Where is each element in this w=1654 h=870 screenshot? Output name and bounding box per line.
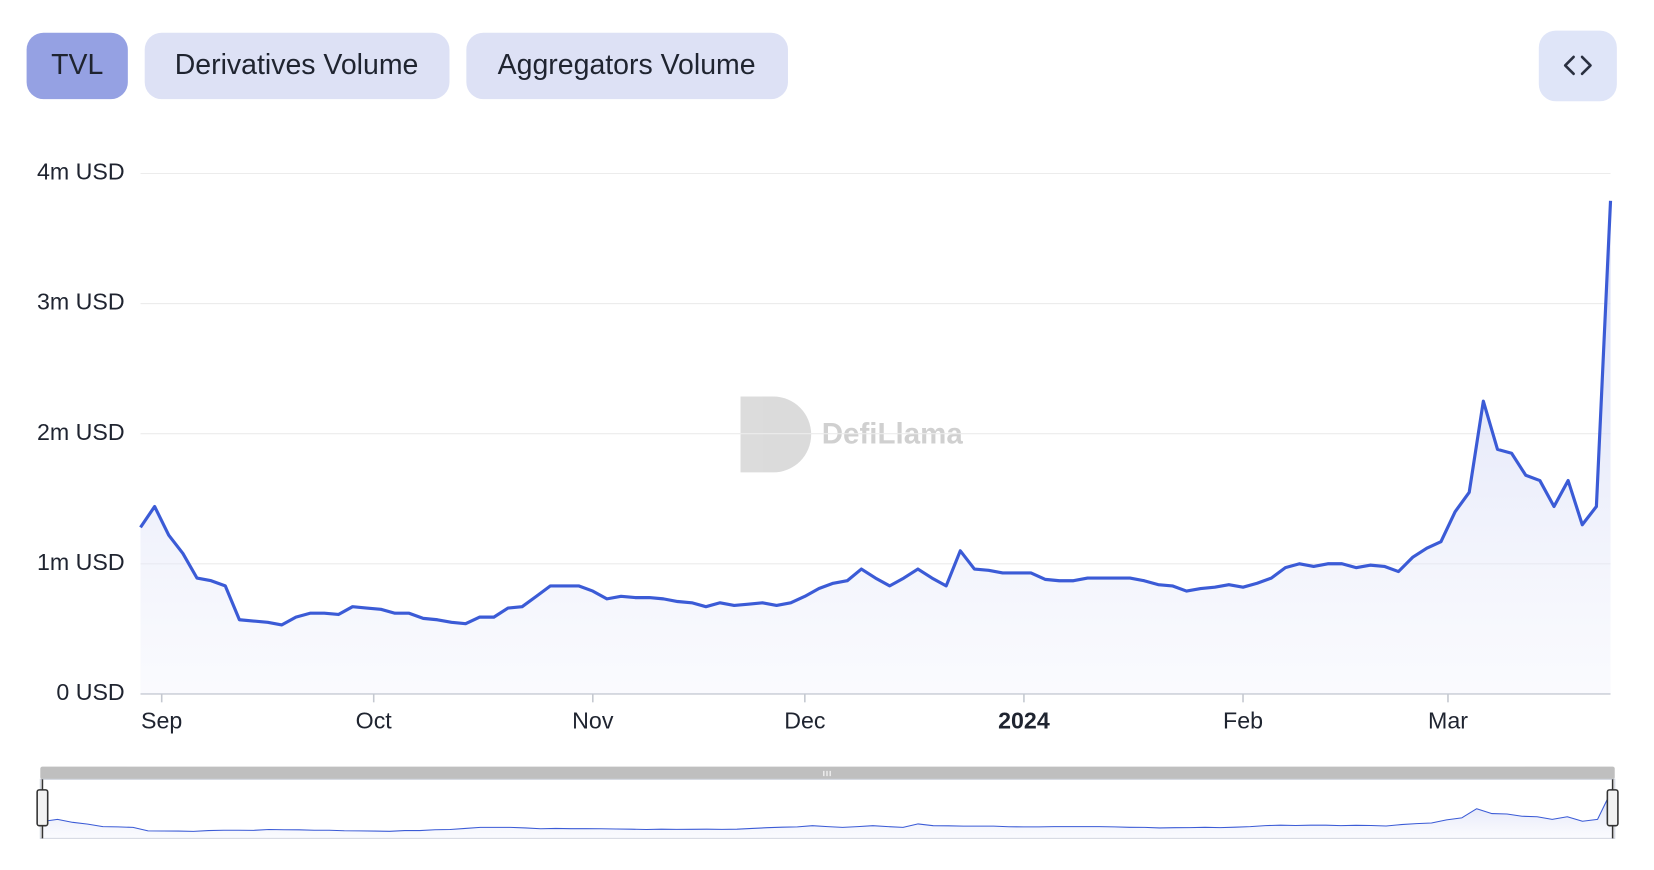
x-tick-label: Dec bbox=[784, 707, 825, 733]
tab-active[interactable] bbox=[26, 32, 128, 100]
y-tick-label: 2m USD bbox=[37, 419, 125, 445]
x-tick-label: Nov bbox=[572, 707, 614, 733]
y-tick-label: 3m USD bbox=[37, 289, 125, 315]
x-tick-label: Sep bbox=[141, 707, 182, 733]
tab-label[interactable]: TVL bbox=[51, 49, 103, 81]
x-tick-label: Oct bbox=[356, 707, 393, 733]
navigator-handle[interactable] bbox=[1606, 789, 1619, 827]
plot: 0 USD 1m USD 2m USD 3m USD 4m USD Sep Oct Nov De… bbox=[37, 159, 1613, 733]
embed-button-bg[interactable] bbox=[1538, 30, 1617, 102]
navigator-handle[interactable] bbox=[36, 789, 49, 827]
x-tick-label: 2024 bbox=[998, 707, 1050, 733]
y-tick-label: 4m USD bbox=[37, 159, 125, 185]
code-icon bbox=[1563, 55, 1592, 76]
embed-button[interactable] bbox=[1538, 30, 1617, 102]
scroll-grip bbox=[823, 770, 831, 777]
tab-bar: TVL Derivatives Volume Aggregators Volum… bbox=[26, 32, 788, 100]
tvl-area bbox=[140, 200, 1611, 694]
tvl-line bbox=[139, 200, 1613, 627]
tab-label[interactable]: Derivatives Volume bbox=[175, 49, 419, 81]
tab[interactable] bbox=[144, 32, 450, 100]
navigator bbox=[36, 766, 1619, 839]
watermark: DefiLlama bbox=[740, 396, 963, 473]
x-tick-label: Feb bbox=[1223, 707, 1263, 733]
navigator-area bbox=[42, 788, 1613, 839]
tab[interactable] bbox=[466, 32, 788, 100]
navigator-line bbox=[42, 788, 1614, 832]
watermark-logo bbox=[740, 396, 812, 473]
y-tick-label: 1m USD bbox=[37, 549, 125, 575]
tab-label[interactable]: Aggregators Volume bbox=[498, 49, 756, 81]
y-tick-label: 0 USD bbox=[56, 679, 124, 705]
x-tick-label: Mar bbox=[1428, 707, 1468, 733]
